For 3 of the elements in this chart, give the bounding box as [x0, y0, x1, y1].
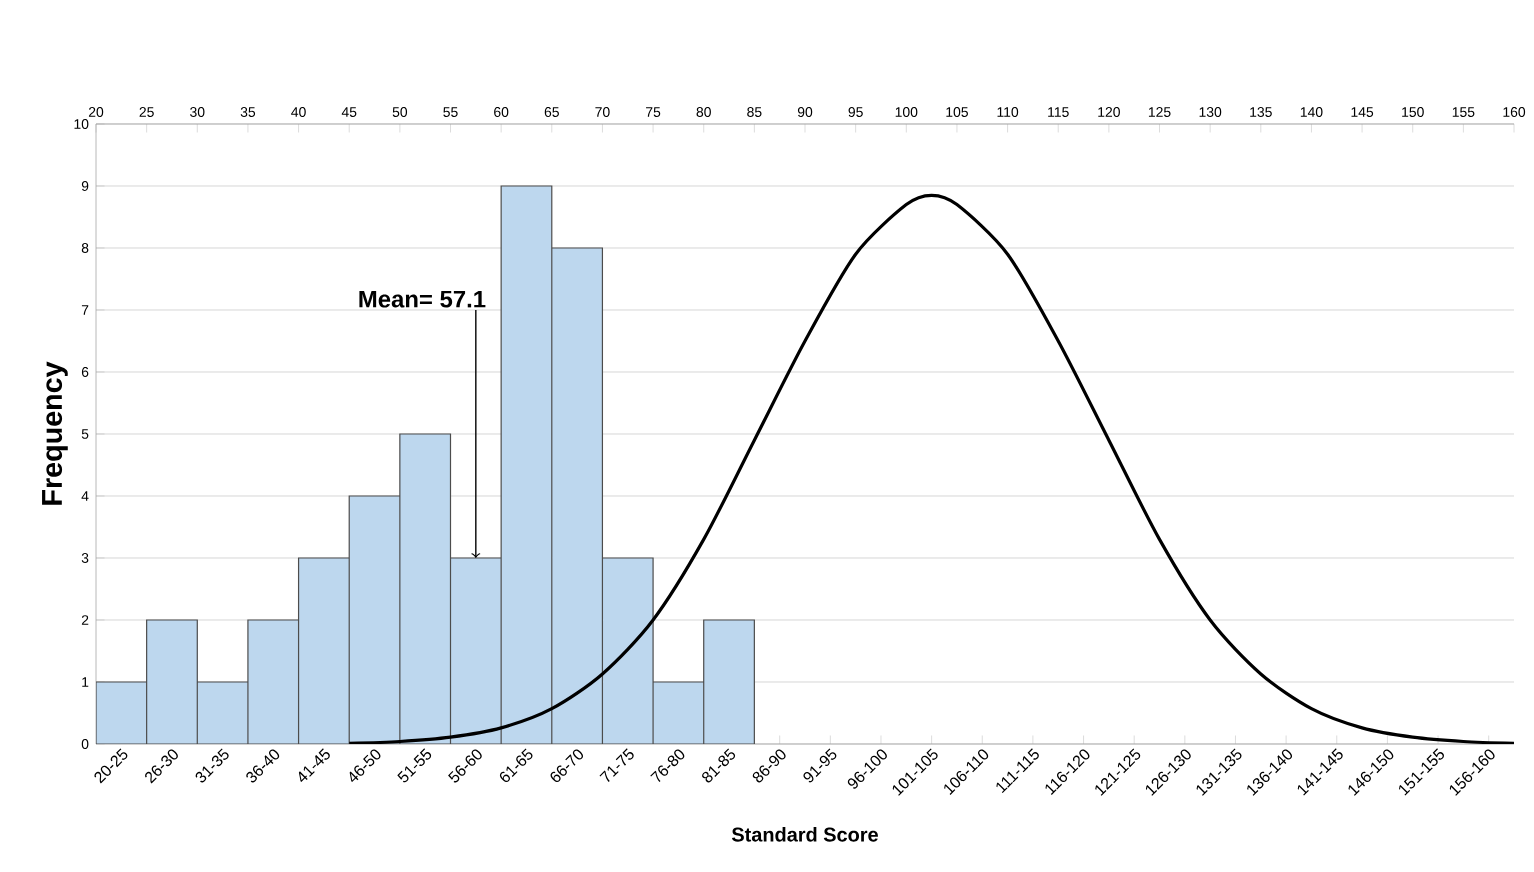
y-axis-title: Frequency: [42, 361, 68, 505]
x-axis-title: Standard Score: [731, 827, 878, 842]
annotation: Mean= 57.1: [359, 290, 486, 308]
